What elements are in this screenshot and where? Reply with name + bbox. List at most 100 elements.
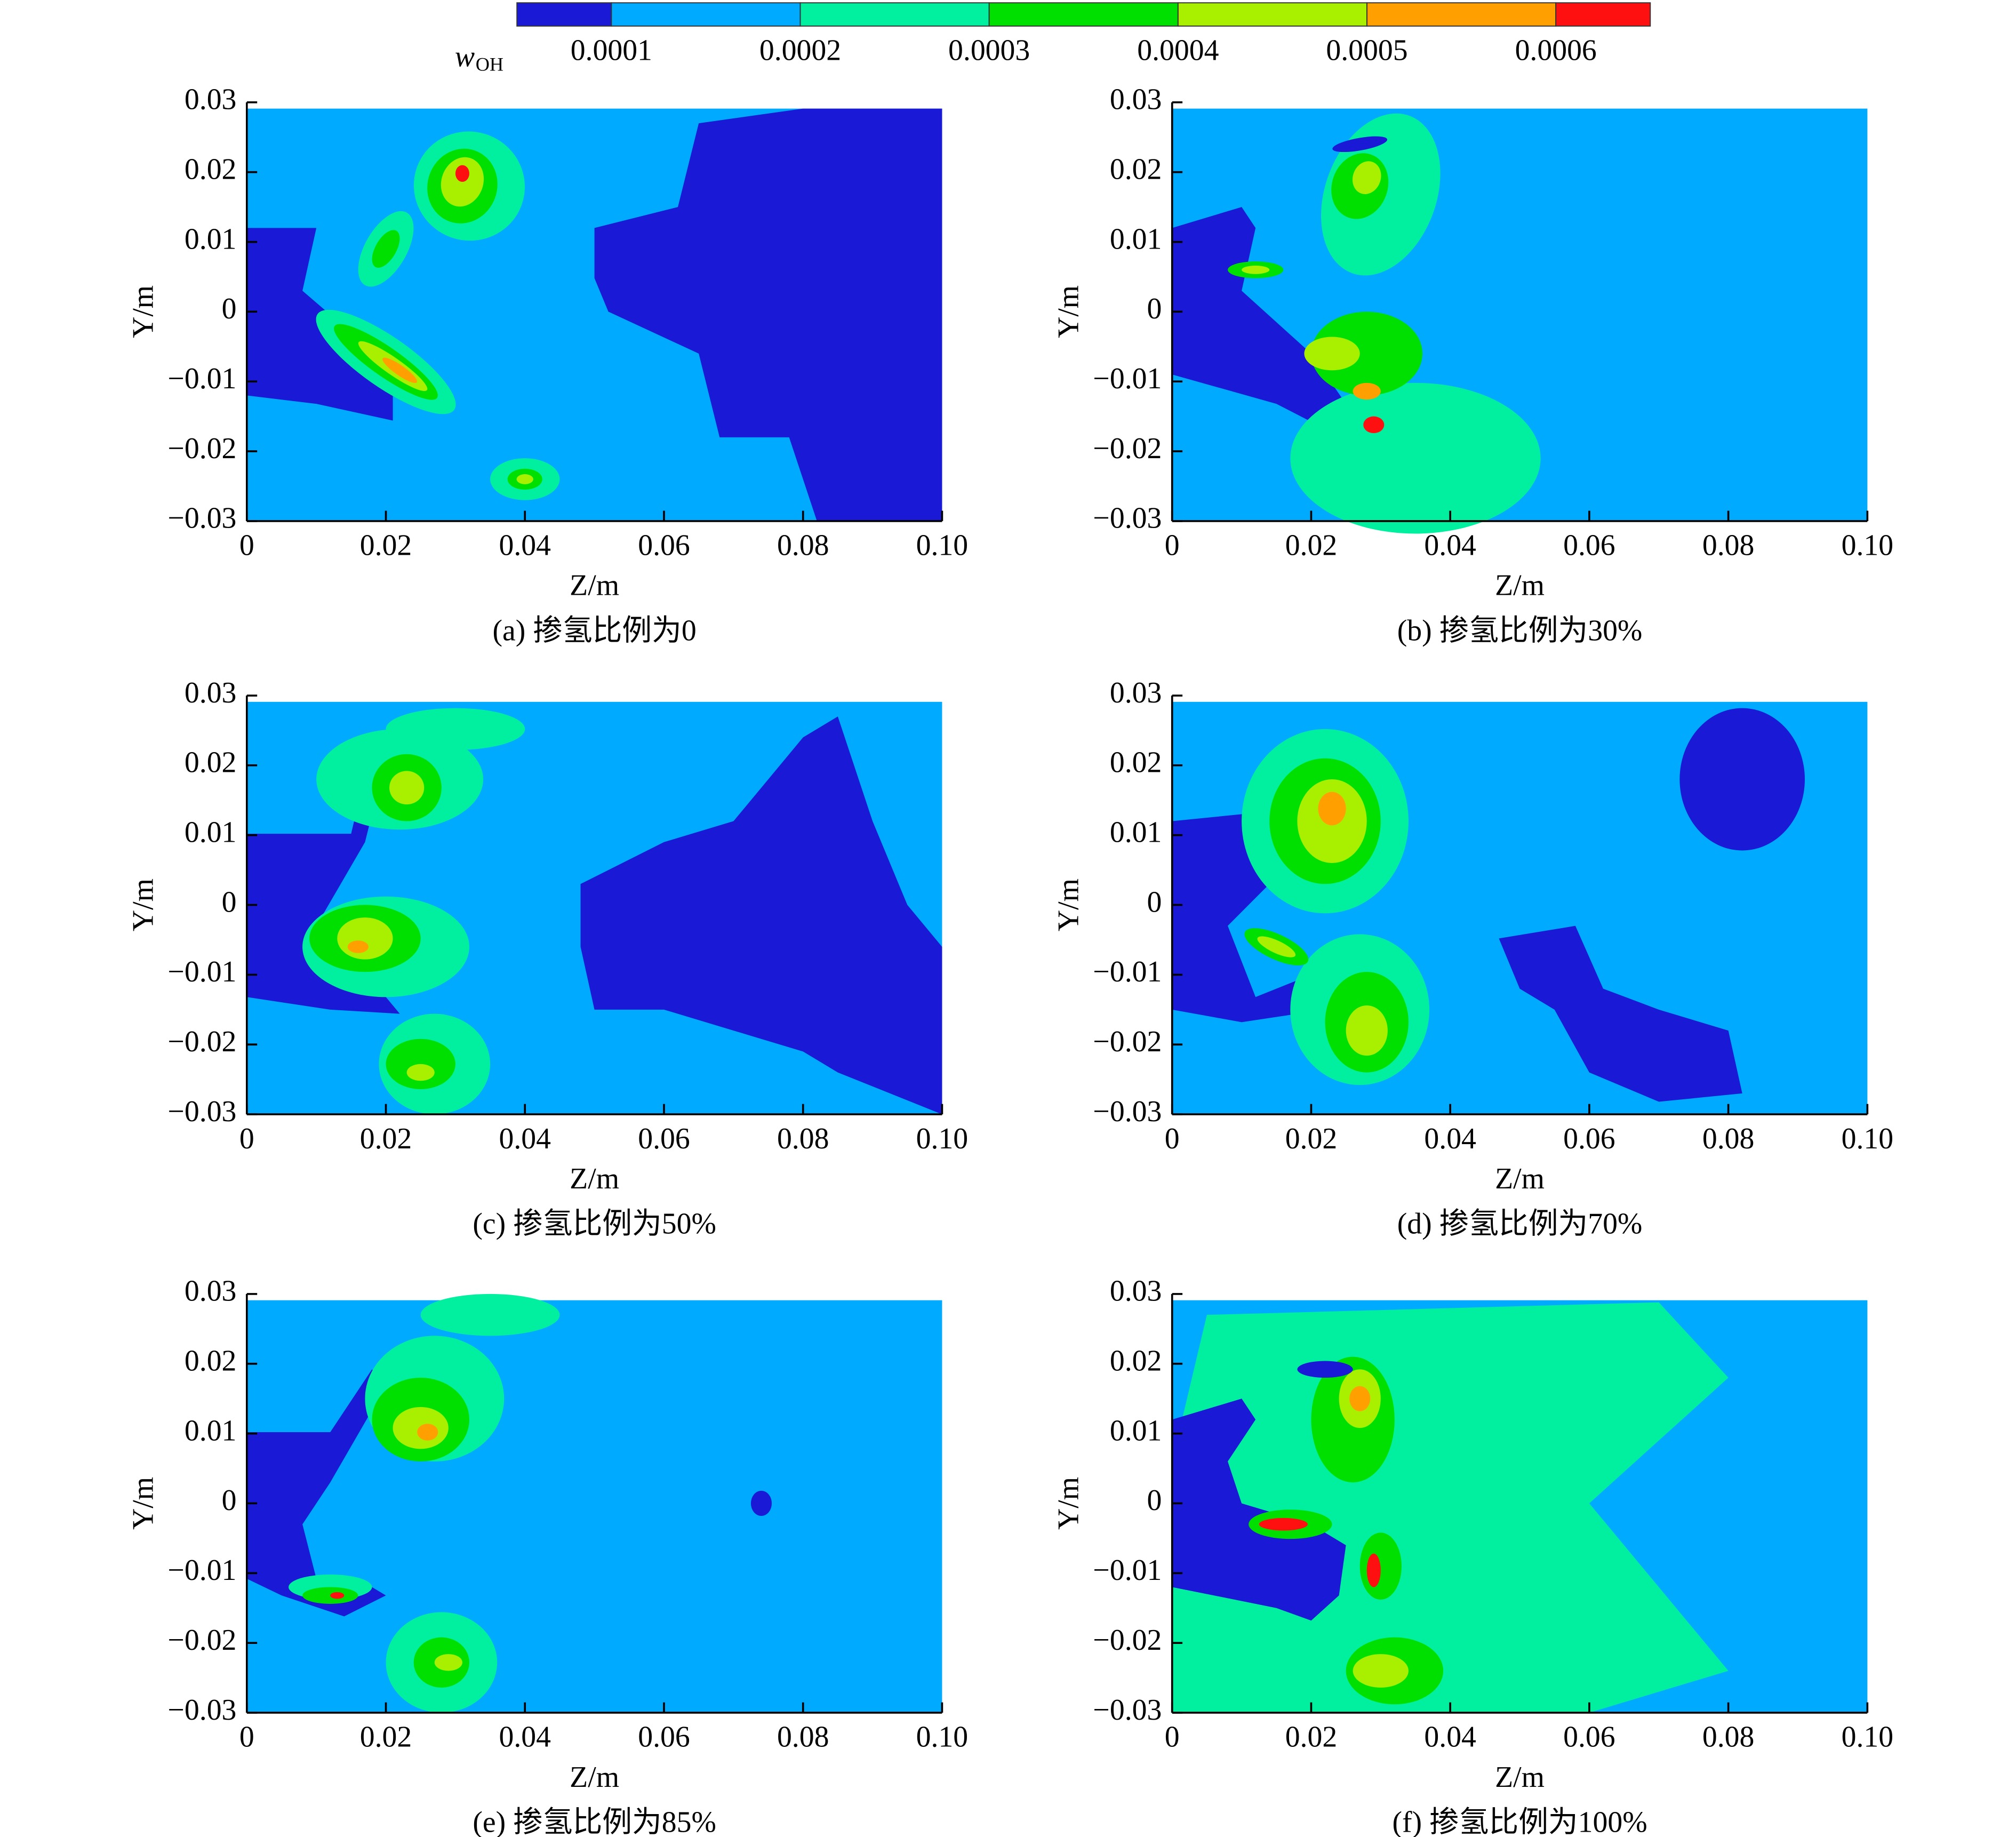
- contour-region: [580, 716, 942, 1115]
- x-tick-label: 0.06: [638, 529, 690, 562]
- x-tick-label: 0.08: [1702, 1122, 1755, 1155]
- x-tick-label: 0.06: [638, 1721, 690, 1754]
- colorbar-tick-label: 0.0006: [1515, 34, 1597, 67]
- colorbar-segment: [1555, 2, 1651, 27]
- y-tick-label: 0.03: [185, 676, 237, 709]
- x-tick-label: 0.10: [1842, 1721, 1894, 1754]
- colorbar-tick-label: 0.0001: [571, 34, 652, 67]
- y-tick-label: 0.01: [185, 816, 237, 849]
- y-tick-label: −0.02: [1093, 432, 1162, 465]
- x-tick-label: 0.08: [777, 1721, 829, 1754]
- y-tick-label: −0.03: [167, 502, 236, 535]
- x-tick-label: 0.10: [916, 529, 969, 562]
- x-tick-label: 0.08: [1702, 1721, 1755, 1754]
- x-tick-label: 0.02: [1285, 1122, 1338, 1155]
- y-axis-label: Y/m: [1052, 1477, 1085, 1530]
- y-tick-label: 0.01: [185, 222, 237, 255]
- colorbar-segment: [611, 2, 801, 27]
- contour-region: [382, 357, 418, 383]
- colorbar-tick-label: 0.0003: [948, 34, 1030, 67]
- x-tick-label: 0.02: [360, 1721, 412, 1754]
- contour-region: [750, 1490, 772, 1516]
- y-tick-label: −0.03: [167, 1095, 236, 1128]
- x-tick-label: 0.10: [1842, 1122, 1894, 1155]
- y-tick-label: −0.03: [1093, 502, 1162, 535]
- contour-field: [246, 701, 942, 1115]
- contour-region: [386, 708, 525, 750]
- contour-region: [455, 165, 469, 182]
- x-tick-label: 0.02: [360, 1122, 412, 1155]
- colorbar-tick-label: 0.0005: [1326, 34, 1407, 67]
- colorbar-label: w: [455, 41, 475, 74]
- x-tick-label: 0.08: [777, 529, 829, 562]
- x-tick-label: 0.04: [499, 1122, 551, 1155]
- contour-region: [1366, 1553, 1381, 1587]
- y-axis-label: Y/m: [1052, 285, 1085, 338]
- colorbar-tick-label: 0.0002: [759, 34, 841, 67]
- contour-region: [330, 1592, 345, 1599]
- x-tick-label: 0.04: [1424, 529, 1476, 562]
- x-axis-label: Z/m: [1495, 1761, 1545, 1794]
- contour-region: [372, 230, 400, 268]
- contour-region: [420, 1293, 560, 1336]
- caption: (c) 掺氢比例为50%: [473, 1208, 716, 1241]
- y-tick-label: 0.02: [1110, 153, 1162, 186]
- caption: (e) 掺氢比例为85%: [473, 1806, 716, 1837]
- y-tick-label: −0.02: [1093, 1624, 1162, 1657]
- contour-region: [347, 940, 369, 953]
- y-tick-label: −0.02: [1093, 1025, 1162, 1058]
- contour-field: [1172, 1300, 1868, 1713]
- contour-region: [1679, 708, 1805, 851]
- y-axis-label: Y/m: [1052, 878, 1085, 931]
- y-tick-label: −0.01: [167, 955, 236, 988]
- x-tick-label: 0.04: [1424, 1122, 1476, 1155]
- y-tick-label: 0: [1147, 885, 1162, 918]
- y-tick-label: 0.01: [1110, 816, 1162, 849]
- x-tick-label: 0.10: [916, 1122, 969, 1155]
- x-axis-label: Z/m: [570, 1162, 619, 1195]
- x-tick-label: 0.04: [499, 1721, 551, 1754]
- y-tick-label: −0.03: [1093, 1694, 1162, 1727]
- y-tick-label: 0.02: [185, 153, 237, 186]
- contour-region: [1332, 136, 1388, 153]
- y-tick-label: 0: [1147, 292, 1162, 325]
- x-axis-label: Z/m: [1495, 569, 1545, 602]
- contour-region: [1304, 337, 1360, 371]
- caption: (f) 掺氢比例为100%: [1392, 1806, 1647, 1837]
- y-tick-label: 0.01: [1110, 222, 1162, 255]
- contour-region: [434, 1654, 462, 1671]
- contour-region: [1499, 925, 1742, 1102]
- y-tick-label: 0: [1147, 1484, 1162, 1517]
- y-tick-label: −0.02: [167, 432, 236, 465]
- x-tick-label: 0.04: [499, 529, 551, 562]
- x-tick-label: 0: [1165, 1721, 1180, 1754]
- y-axis-label: Y/m: [127, 285, 160, 338]
- contour-field: [246, 1293, 942, 1713]
- contour-region: [1172, 1399, 1346, 1621]
- y-tick-label: 0: [222, 292, 237, 325]
- x-tick-label: 0.08: [777, 1122, 829, 1155]
- y-tick-label: −0.01: [1093, 362, 1162, 395]
- x-tick-label: 0.02: [360, 529, 412, 562]
- contour-region: [389, 771, 425, 805]
- x-tick-label: 0.06: [1563, 1122, 1615, 1155]
- y-tick-label: 0.02: [185, 746, 237, 779]
- y-tick-label: 0.03: [185, 1275, 237, 1308]
- y-tick-label: −0.03: [167, 1694, 236, 1727]
- contour-region: [1297, 1361, 1353, 1378]
- y-tick-label: −0.01: [167, 362, 236, 395]
- x-tick-label: 0.10: [916, 1721, 969, 1754]
- x-axis-label: Z/m: [1495, 1162, 1545, 1195]
- x-axis-label: Z/m: [570, 1761, 619, 1794]
- contour-region: [337, 917, 393, 960]
- y-tick-label: −0.01: [167, 1554, 236, 1587]
- field-background: [246, 1300, 942, 1713]
- contour-field: [1172, 701, 1868, 1115]
- contour-region: [516, 474, 533, 484]
- y-tick-label: 0.01: [1110, 1414, 1162, 1447]
- contour-region: [1363, 416, 1385, 434]
- colorbar-tick-label: 0.0004: [1137, 34, 1219, 67]
- contour-region: [594, 108, 942, 521]
- y-tick-label: 0.02: [185, 1345, 237, 1378]
